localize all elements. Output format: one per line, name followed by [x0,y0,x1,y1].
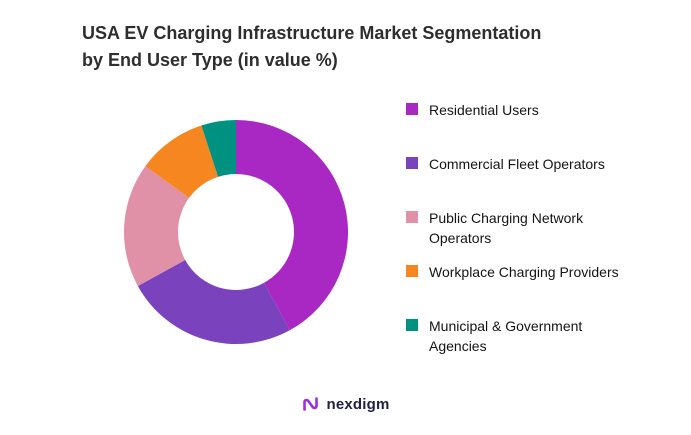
donut-segment [123,166,190,286]
legend-label: Workplace Charging Providers [429,264,619,280]
nexdigm-logo-icon [303,397,319,411]
legend-swatch [406,319,418,331]
legend-item: Workplace Charging Providers [406,262,656,316]
legend-item: Residential Users [406,100,656,154]
donut-segment [137,259,290,345]
legend-item: Public Charging Network Operators [406,208,656,262]
chart-title-line1: USA EV Charging Infrastructure Market Se… [82,23,542,43]
legend-swatch [406,157,418,169]
donut-segment [236,120,349,331]
legend: Residential Users Commercial Fleet Operat… [406,100,656,370]
legend-label: Commercial Fleet Operators [429,156,605,172]
legend-item: Commercial Fleet Operators [406,154,656,208]
legend-swatch [406,265,418,277]
chart-title-line2: by End User Type (in value %) [82,50,338,70]
donut-segment [201,120,236,177]
legend-item: Municipal & Government Agencies [406,316,656,370]
donut-chart [123,120,349,345]
chart-title: USA EV Charging Infrastructure Market Se… [82,20,541,74]
legend-swatch [406,211,418,223]
brand-footer: nexdigm [0,394,691,414]
legend-label: Residential Users [429,102,539,118]
donut-segment [145,125,219,198]
legend-label: Municipal & Government Agencies [429,318,583,355]
legend-swatch [406,103,418,115]
brand-name: nexdigm [326,395,390,413]
legend-label: Public Charging Network Operators [429,210,584,247]
donut-chart-area [116,112,356,352]
